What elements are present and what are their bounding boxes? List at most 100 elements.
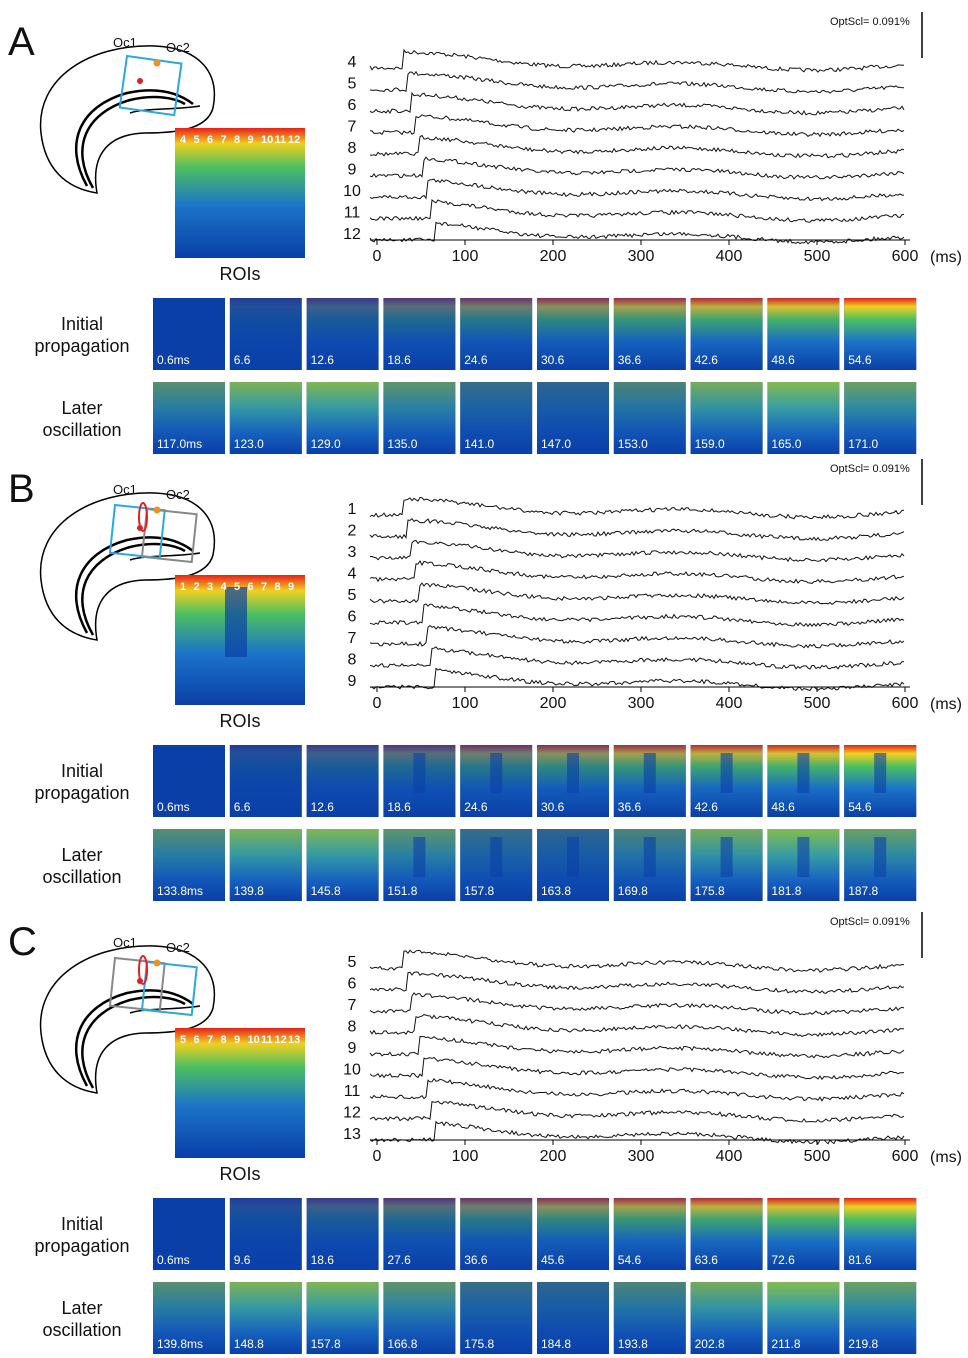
roi-number: 7 [221, 134, 227, 146]
x-tick-label: 100 [452, 1148, 479, 1165]
trace-label: 9 [348, 162, 357, 179]
electrode [153, 506, 161, 514]
row-label: propagation [34, 783, 129, 803]
x-tick-label: 200 [540, 248, 567, 265]
x-tick-label: 600 [892, 1148, 919, 1165]
x-tick-label: 0 [373, 1148, 382, 1165]
frame-activity [306, 745, 379, 817]
x-tick-label: 500 [804, 248, 831, 265]
frame-activity [383, 382, 456, 454]
region-label: Oc2 [166, 40, 190, 55]
roi-number: 8 [275, 581, 281, 593]
electrode [137, 78, 143, 84]
frame-activity [153, 829, 225, 901]
roi-number: 11 [275, 134, 287, 146]
trace [369, 1056, 905, 1081]
frame-time: 24.6 [464, 800, 488, 814]
trace-label: 4 [348, 54, 357, 71]
row-label: propagation [34, 1236, 129, 1256]
x-tick-label: 600 [892, 695, 919, 712]
frame-time: 175.8 [464, 1337, 494, 1351]
roi-number: 9 [248, 134, 254, 146]
frame-stripe [797, 753, 810, 793]
frame-time: 18.6 [387, 800, 411, 814]
frame-activity [306, 1282, 379, 1354]
frame-time: 166.8 [387, 1337, 417, 1351]
panel-letter: C [8, 920, 37, 964]
roi-number: 6 [194, 1034, 200, 1046]
frame-time: 72.6 [771, 1253, 795, 1267]
frame-stripe [874, 753, 887, 793]
roi-number: 8 [221, 1034, 227, 1046]
frame-stripe [643, 753, 656, 793]
trace-label: 9 [348, 673, 357, 690]
trace-label: 7 [348, 119, 357, 136]
frame-time: 48.6 [771, 353, 795, 367]
frame-time: 6.6 [234, 800, 251, 814]
frame-activity [306, 1198, 379, 1270]
trace-label: 7 [348, 630, 357, 647]
roi-number: 9 [288, 581, 294, 593]
frame-stripe [874, 837, 887, 877]
brain-schematic [39, 45, 215, 194]
frame-time: 45.6 [541, 1253, 565, 1267]
trace [369, 178, 905, 202]
frame-stripe [797, 837, 810, 877]
x-tick-label: 0 [373, 695, 382, 712]
frame-time: 202.8 [695, 1337, 725, 1351]
roi-number: 5 [180, 1034, 186, 1046]
frame-activity [613, 1282, 686, 1354]
trace [369, 1014, 904, 1037]
trace [369, 582, 905, 606]
frame-time: 151.8 [387, 884, 417, 898]
frame-activity [153, 382, 225, 454]
frame-activity [229, 382, 302, 454]
scale-label: OptScl= 0.091% [830, 16, 910, 28]
x-tick-label: 500 [804, 695, 831, 712]
trace-label: 11 [344, 1083, 361, 1100]
frame-stripe [643, 837, 656, 877]
region-label: Oc2 [166, 940, 190, 955]
frame-time: 30.6 [541, 800, 565, 814]
roi-number: 10 [261, 134, 273, 146]
frame-activity [383, 1282, 456, 1354]
stim-site [138, 502, 148, 532]
trace-label: 6 [348, 97, 357, 114]
trace [369, 134, 905, 159]
row-label: propagation [34, 336, 129, 356]
stim-site [138, 955, 148, 985]
frame-time: 54.6 [848, 353, 872, 367]
roi-number: 9 [234, 1034, 240, 1046]
brain-outline [39, 945, 215, 1094]
trace-label: 8 [348, 652, 357, 669]
roi-image [175, 1028, 305, 1158]
frame-time: 165.0 [771, 437, 801, 451]
frame-activity [690, 382, 763, 454]
electrode [153, 959, 161, 967]
frame-time: 36.6 [618, 800, 642, 814]
frame-time: 36.6 [618, 353, 642, 367]
frame-base [153, 298, 225, 370]
row-label: Initial [61, 314, 103, 334]
x-tick-label: 300 [628, 1148, 655, 1165]
frame-activity [537, 1198, 609, 1270]
x-tick-label: 100 [452, 695, 479, 712]
roi-box [118, 54, 183, 117]
roi-image-stripe [225, 587, 247, 657]
trace [369, 199, 905, 223]
frame-time: 139.8ms [157, 1337, 203, 1351]
roi-number: 12 [288, 134, 300, 146]
x-tick-label: 300 [628, 695, 655, 712]
roi-number: 1 [180, 581, 186, 593]
roi-caption: ROIs [219, 1164, 260, 1184]
frame-activity [460, 382, 533, 454]
trace-label: 12 [343, 1105, 361, 1122]
x-unit: (ms) [930, 249, 962, 266]
trace-label: 4 [348, 566, 357, 583]
frame-time: 129.0 [311, 437, 341, 451]
scale-label: OptScl= 0.091% [830, 916, 910, 928]
frame-time: 0.6ms [157, 800, 190, 814]
frame-time: 157.8 [464, 884, 494, 898]
frame-activity [229, 829, 302, 901]
